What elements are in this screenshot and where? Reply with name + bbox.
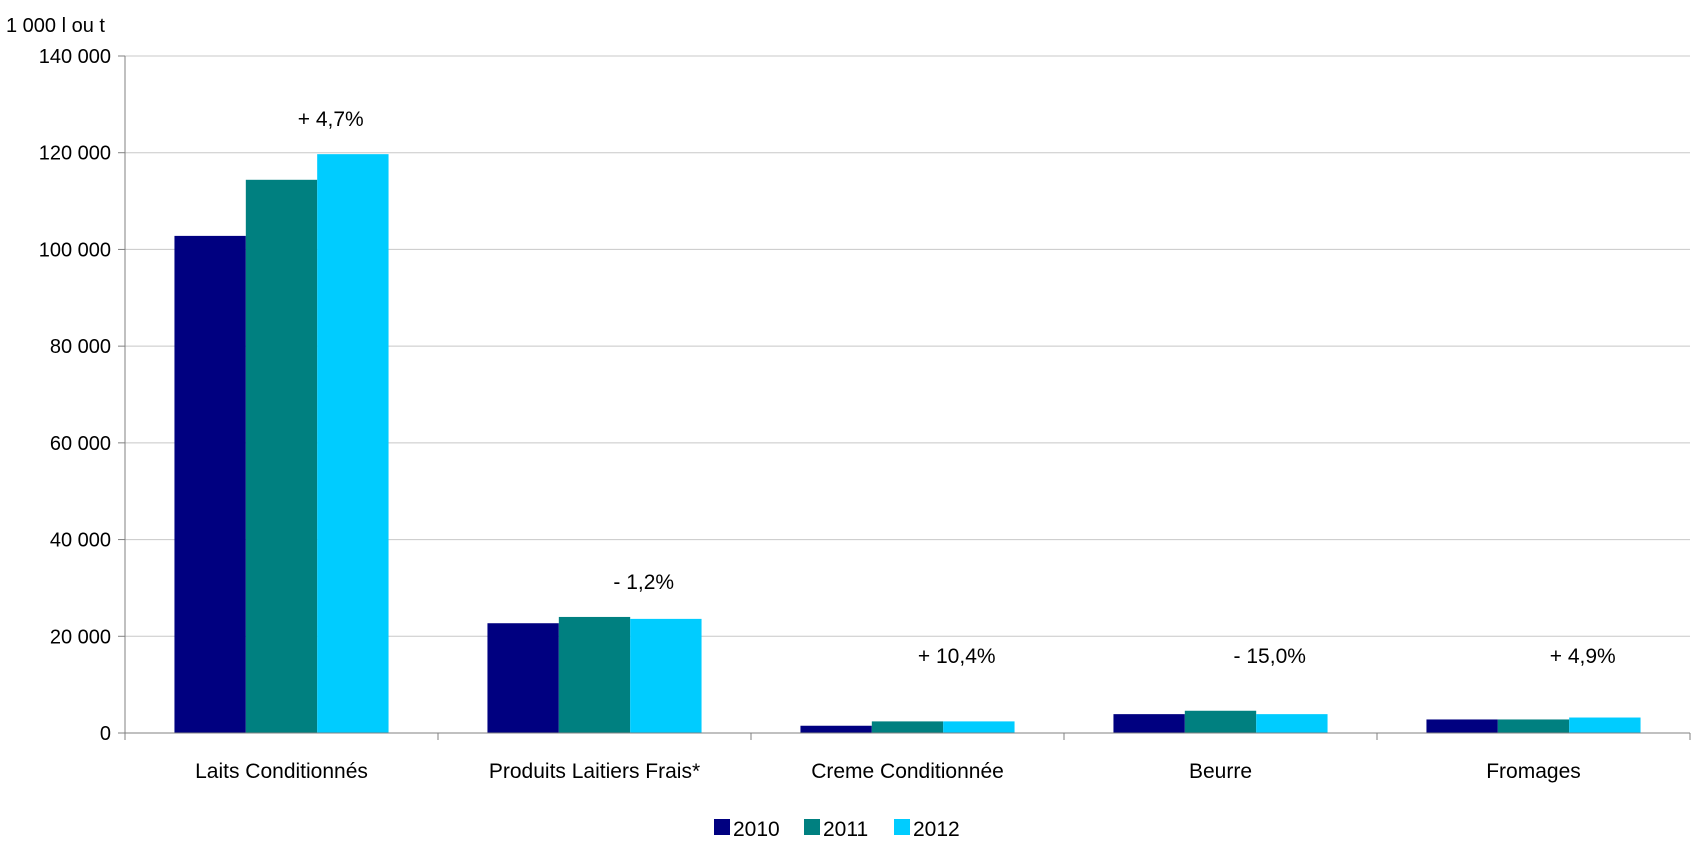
bar-2011 [1184,710,1257,733]
bar-2012 [1569,717,1641,733]
bar-2012 [630,618,702,733]
x-tick-label: Produits Laitiers Frais* [489,760,700,783]
legend-label: 2012 [913,818,960,841]
y-tick-label: 40 000 [50,530,111,552]
bar-2012 [317,154,389,734]
bar-2012 [1256,714,1328,733]
bar-2011 [558,616,631,733]
y-tick-label: 0 [100,723,111,745]
bar-2010 [487,623,559,733]
data-label: - 1,2% [613,571,674,594]
unit-label: 1 000 l ou t [6,15,105,37]
y-tick-label: 100 000 [39,239,111,261]
x-tick-label: Beurre [1189,760,1252,783]
y-tick-label: 80 000 [50,336,111,358]
y-tick-label: 60 000 [50,433,111,455]
legend-label: 2011 [823,818,868,841]
annotations: + 4,7% - 1,2% + 10,4% - 15,0% + 4,9% [298,108,1616,668]
bar-2010 [174,235,246,734]
legend-swatch [804,819,820,835]
x-tick-label: Fromages [1486,760,1581,783]
bars [174,154,1641,734]
bar-2011 [1497,719,1570,733]
y-tick-label: 140 000 [39,46,111,68]
bar-2010 [1113,714,1185,733]
y-tick-label: 20 000 [50,626,111,648]
x-tick-label: Laits Conditionnés [195,760,368,783]
bar-2010 [800,725,872,733]
y-tick-label: 120 000 [39,143,111,165]
x-tick-label: Creme Conditionnée [811,760,1004,783]
bar-2011 [245,179,318,733]
x-axis: Laits Conditionnés Produits Laitiers Frai… [124,732,1691,783]
bar-2012 [943,721,1015,733]
data-label: + 10,4% [918,645,996,668]
data-label: + 4,9% [1550,645,1616,668]
bar-2010 [1426,719,1498,733]
legend-swatch [894,819,910,835]
y-axis: 0 20 000 40 000 60 000 80 000 100 000 120 000 1… [39,46,126,745]
bar-2011 [871,721,944,733]
legend-swatch [714,819,730,835]
data-label: - 15,0% [1234,645,1306,668]
legend: 2010 2011 2012 [714,818,960,841]
data-label: + 4,7% [298,108,364,131]
legend-label: 2010 [733,818,780,841]
